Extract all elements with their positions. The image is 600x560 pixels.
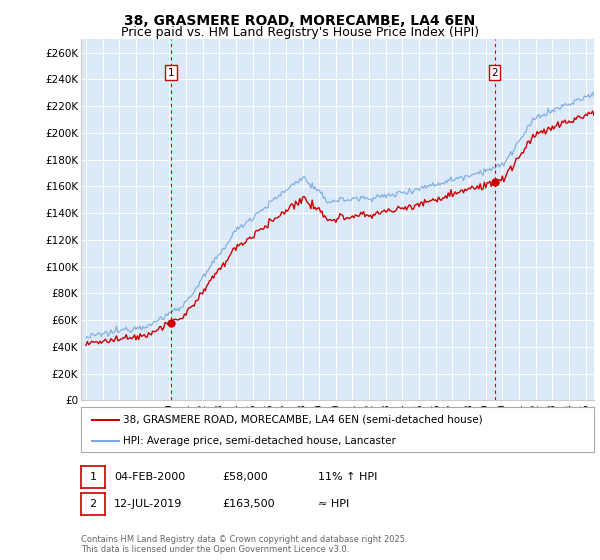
Text: 04-FEB-2000: 04-FEB-2000 xyxy=(114,472,185,482)
Text: 38, GRASMERE ROAD, MORECAMBE, LA4 6EN: 38, GRASMERE ROAD, MORECAMBE, LA4 6EN xyxy=(124,14,476,28)
Text: £163,500: £163,500 xyxy=(222,499,275,509)
Text: 38, GRASMERE ROAD, MORECAMBE, LA4 6EN (semi-detached house): 38, GRASMERE ROAD, MORECAMBE, LA4 6EN (s… xyxy=(123,414,482,424)
Text: ≈ HPI: ≈ HPI xyxy=(318,499,349,509)
Text: 1: 1 xyxy=(89,472,97,482)
Text: £58,000: £58,000 xyxy=(222,472,268,482)
Text: 2: 2 xyxy=(491,68,498,78)
Text: 1: 1 xyxy=(167,68,174,78)
Text: 11% ↑ HPI: 11% ↑ HPI xyxy=(318,472,377,482)
Text: Contains HM Land Registry data © Crown copyright and database right 2025.
This d: Contains HM Land Registry data © Crown c… xyxy=(81,535,407,554)
Text: Price paid vs. HM Land Registry's House Price Index (HPI): Price paid vs. HM Land Registry's House … xyxy=(121,26,479,39)
Text: 2: 2 xyxy=(89,499,97,509)
Text: HPI: Average price, semi-detached house, Lancaster: HPI: Average price, semi-detached house,… xyxy=(123,436,396,446)
Text: 12-JUL-2019: 12-JUL-2019 xyxy=(114,499,182,509)
